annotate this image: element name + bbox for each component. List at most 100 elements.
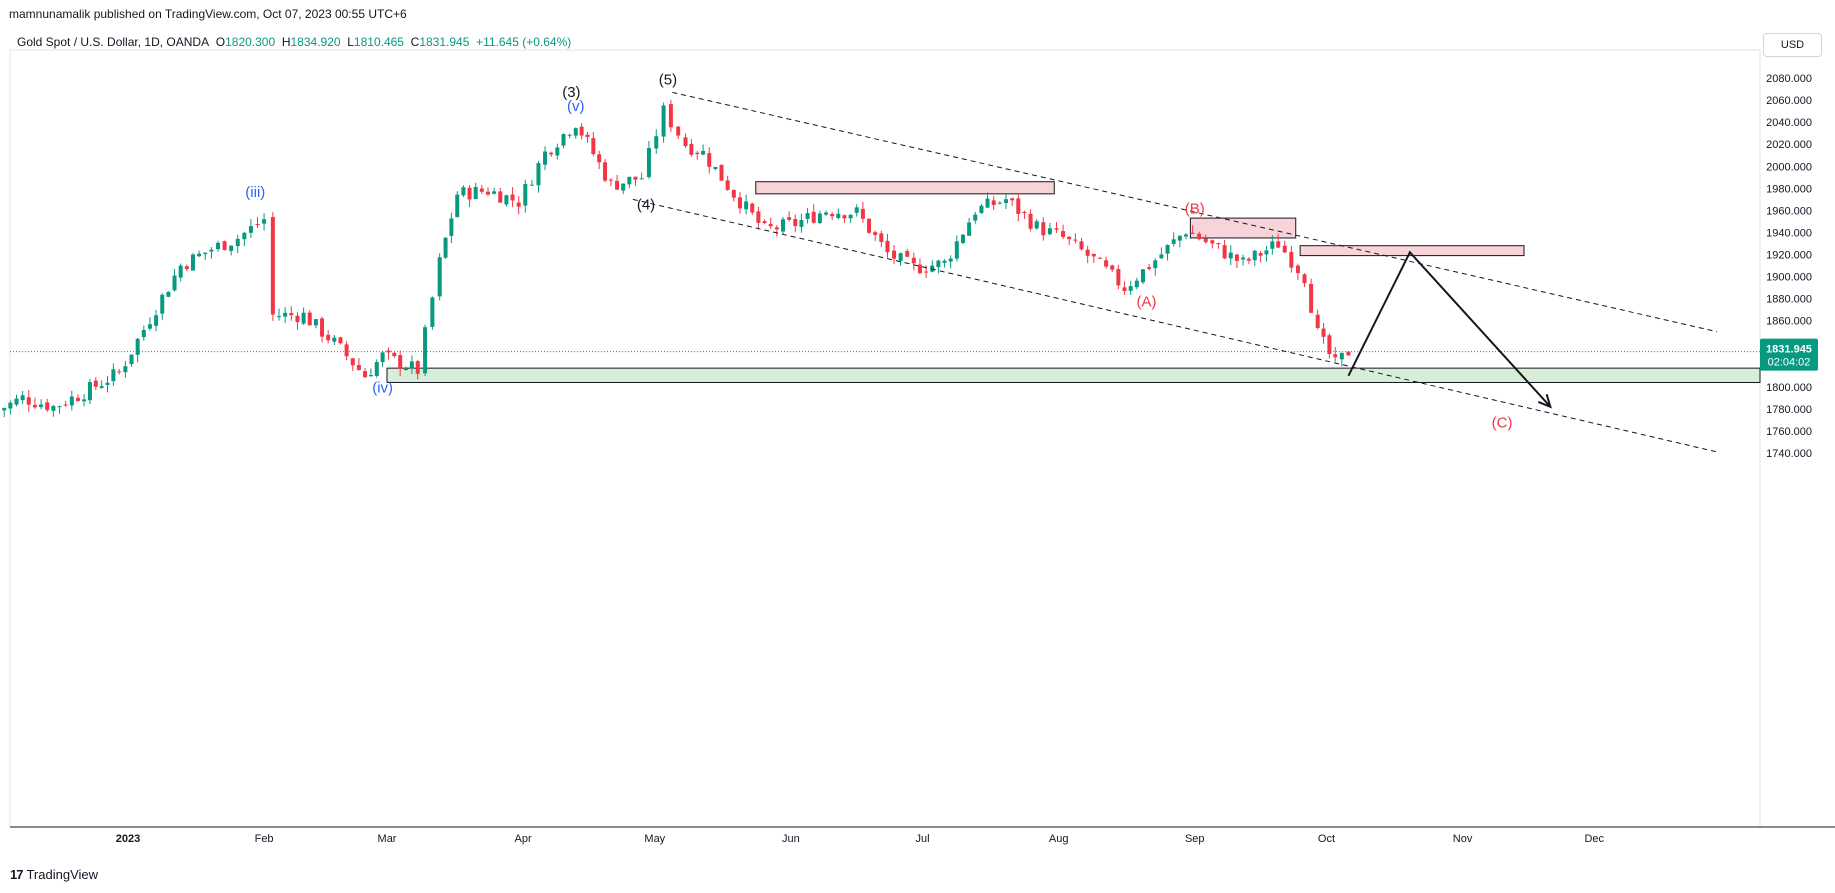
y-tick-label: 1760.000 <box>1766 426 1812 438</box>
candle-body <box>885 240 890 253</box>
candle-body <box>1295 265 1300 274</box>
x-tick-label: May <box>644 833 665 845</box>
candle-body <box>892 250 897 259</box>
publisher-line: mamnunamalik published on TradingView.co… <box>9 7 407 21</box>
candle-body <box>485 191 490 195</box>
candle-body <box>1159 254 1164 259</box>
y-tick-label: 1900.000 <box>1766 272 1812 284</box>
candle-body <box>579 126 584 136</box>
candle-body <box>1073 239 1078 241</box>
candle-body <box>898 253 903 261</box>
candle-body <box>326 334 331 341</box>
candle-body <box>1309 283 1314 313</box>
candle-body <box>762 221 767 224</box>
candle-body <box>543 151 548 165</box>
candle-body <box>1228 252 1233 259</box>
x-tick-label: Dec <box>1584 833 1604 845</box>
candle-body <box>603 162 608 181</box>
candle-body <box>467 187 472 200</box>
candle-body <box>1321 328 1326 337</box>
currency-button[interactable]: USD <box>1763 33 1822 57</box>
candle-body <box>178 265 183 278</box>
candle-body <box>731 190 736 198</box>
candle-body <box>492 191 497 194</box>
candle-body <box>368 375 373 377</box>
candle-body <box>979 205 984 213</box>
candle-body <box>516 202 521 207</box>
candle-body <box>1097 257 1102 259</box>
candle-body <box>917 264 922 274</box>
candle-body <box>154 315 159 326</box>
candle-body <box>123 366 128 373</box>
candle-body <box>549 152 554 155</box>
tradingview-logo[interactable]: 17 TradingView <box>10 867 98 882</box>
candle-body <box>793 218 798 227</box>
candle-body <box>338 337 343 344</box>
candle-body <box>842 215 847 219</box>
x-tick-label: Feb <box>255 833 274 845</box>
close-label: C <box>410 35 420 49</box>
low-label: L <box>347 35 354 49</box>
candle-body <box>461 187 466 196</box>
wave-label: (B) <box>1185 201 1205 218</box>
y-tick-label: 2060.000 <box>1766 95 1812 107</box>
candle-body <box>830 214 835 217</box>
candle-body <box>1010 198 1015 201</box>
candle-body <box>597 154 602 163</box>
candle-body <box>573 128 578 136</box>
candle-body <box>1116 269 1121 286</box>
candle-body <box>320 318 325 337</box>
candle-body <box>222 241 227 251</box>
candle-body <box>203 252 208 255</box>
candle-body <box>1016 198 1021 214</box>
candle-body <box>1054 228 1059 230</box>
candle-body <box>504 195 509 205</box>
candle-body <box>423 327 428 374</box>
candle-body <box>1302 274 1307 284</box>
candle-body <box>744 201 749 210</box>
price-axis-countdown: 02:04:02 <box>1768 357 1811 369</box>
candle-body <box>26 397 31 405</box>
channel-line <box>672 91 1718 333</box>
candle-body <box>82 399 87 402</box>
candle-body <box>879 233 884 242</box>
candle-body <box>409 361 414 369</box>
close-value: 1831.945 <box>419 35 470 49</box>
candle-body <box>1171 239 1176 244</box>
candle-body <box>1034 221 1039 229</box>
chart-frame <box>9 49 1761 828</box>
candle-body <box>1339 352 1344 360</box>
candle-body <box>774 227 779 230</box>
candle-body <box>510 194 515 201</box>
candle-body <box>63 404 68 406</box>
candle-body <box>363 371 368 378</box>
candle-body <box>141 329 146 338</box>
x-tick-label: Apr <box>515 833 532 845</box>
candle-body <box>455 194 460 217</box>
candle-body <box>536 163 541 186</box>
candle-body <box>1085 249 1090 256</box>
tradingview-logo-text: TradingView <box>26 867 99 882</box>
candle-body <box>942 260 947 263</box>
low-value: 1810.465 <box>353 35 404 49</box>
open-value: 1820.300 <box>225 35 276 49</box>
candle-body <box>621 183 626 191</box>
candle-body <box>498 191 503 203</box>
candle-body <box>415 361 420 374</box>
candle-body <box>725 180 730 190</box>
x-tick-label: Jun <box>782 833 800 845</box>
candle-body <box>1190 232 1195 234</box>
y-tick-label: 1960.000 <box>1766 205 1812 217</box>
candle-body <box>1282 245 1287 253</box>
candle-body <box>780 219 785 232</box>
candle-body <box>1047 228 1052 235</box>
candle-body <box>262 219 267 224</box>
candle-body <box>235 238 240 247</box>
candle-body <box>2 408 7 411</box>
candle-body <box>654 136 659 149</box>
candle-body <box>1276 241 1281 248</box>
candle-body <box>392 352 397 357</box>
y-tick-label: 1780.000 <box>1766 404 1812 416</box>
wave-label: (iv) <box>372 379 393 396</box>
